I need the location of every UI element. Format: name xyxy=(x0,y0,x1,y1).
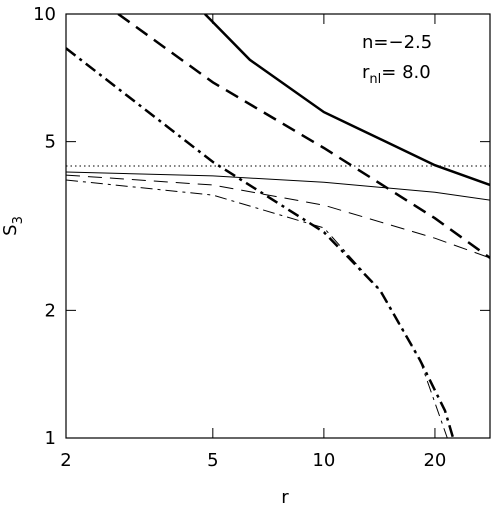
annotation: rnl= 8.0 xyxy=(362,62,431,87)
curve xyxy=(66,47,455,438)
y-axis-title: S3 xyxy=(0,216,26,236)
x-tick-label: 2 xyxy=(60,450,71,471)
annotation-part: = 8.0 xyxy=(381,62,430,83)
x-axis-title: r xyxy=(281,487,289,508)
plot-frame xyxy=(65,13,491,439)
x-tick-label: 10 xyxy=(312,450,335,471)
curve xyxy=(66,171,490,201)
annotation-part: r xyxy=(362,62,370,83)
annotation: n=−2.5 xyxy=(362,32,432,53)
y-tick-label: 5 xyxy=(45,132,56,153)
x-tick-label: 20 xyxy=(423,450,446,471)
x-tick-label: 5 xyxy=(207,450,218,471)
y-tick-label: 10 xyxy=(33,4,56,25)
curve xyxy=(66,179,448,438)
y-axis-title-sub: 3 xyxy=(11,216,26,224)
annotation-sub: nl xyxy=(369,72,381,87)
curve xyxy=(204,14,490,187)
y-axis-title-main: S xyxy=(0,224,21,235)
curve xyxy=(117,14,490,259)
y-tick-label: 1 xyxy=(45,428,56,449)
y-tick-label: 2 xyxy=(45,300,56,321)
curve xyxy=(66,174,490,259)
